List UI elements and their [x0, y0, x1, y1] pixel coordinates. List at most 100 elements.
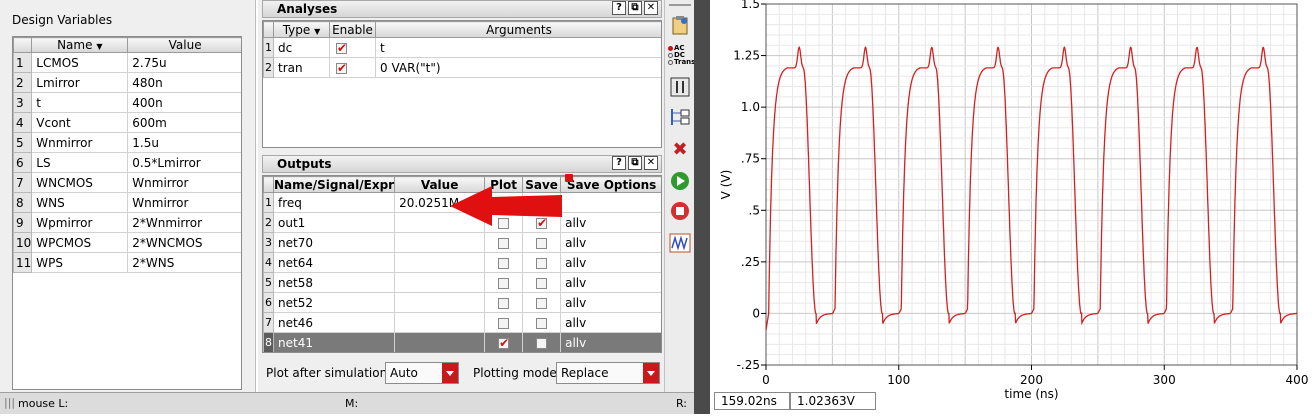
save-options[interactable]: allv [560, 232, 661, 253]
window-divider[interactable] [694, 0, 710, 414]
plot-checkbox[interactable] [498, 297, 510, 309]
save-checkbox[interactable] [536, 257, 548, 269]
enable-checkbox[interactable] [336, 61, 347, 75]
variable-name[interactable]: Vcont [31, 112, 129, 133]
table-row[interactable]: 7 net46 allv [263, 312, 661, 333]
save-options[interactable]: allv [560, 252, 661, 273]
table-row[interactable]: 5 Wnmirror 1.5u [13, 132, 241, 153]
variable-value[interactable]: Wnmirror [127, 192, 241, 213]
table-row[interactable]: 1 LCMOS 2.75u [13, 52, 241, 73]
settings-button[interactable] [668, 76, 692, 98]
waveform-chart[interactable]: 0 100 200 300 400-.250.25.5.751.01.251.5time… [710, 0, 1316, 414]
table-row[interactable]: 10 WPCMOS 2*WNCMOS [13, 232, 241, 253]
value-column-header[interactable]: Value [127, 37, 241, 53]
stop-simulation-button[interactable] [668, 200, 692, 222]
variable-value[interactable]: 2*WNS [127, 252, 241, 273]
plot-outputs-button[interactable] [668, 232, 692, 254]
close-button[interactable]: ✕ [644, 1, 658, 15]
output-name[interactable]: out1 [272, 212, 396, 233]
plot-checkbox[interactable] [498, 217, 510, 229]
variable-value[interactable]: 400n [127, 92, 241, 113]
plot-checkbox[interactable] [498, 257, 510, 269]
save-column-header[interactable]: Save [522, 176, 562, 193]
variable-value[interactable]: 600m [127, 112, 241, 133]
variable-value[interactable]: 2.75u [127, 52, 241, 73]
table-row[interactable]: 6 LS 0.5*Lmirror [13, 152, 241, 173]
output-name[interactable]: freq [272, 192, 396, 213]
output-name[interactable]: net70 [272, 232, 396, 253]
output-value[interactable] [394, 232, 486, 253]
table-row[interactable]: 2 Lmirror 480n [13, 72, 241, 93]
enable-column-header[interactable]: Enable [329, 21, 376, 38]
analysis-type-selector[interactable]: AC DC Trans [668, 44, 695, 66]
plot-checkbox[interactable] [498, 336, 509, 350]
analysis-arguments[interactable]: t [375, 37, 661, 58]
output-name[interactable]: net64 [272, 252, 396, 273]
delete-button[interactable]: ✖ [668, 138, 692, 160]
plotting-mode-select[interactable]: Replace [556, 362, 660, 384]
output-name[interactable]: net46 [272, 312, 396, 333]
save-options[interactable]: allv [560, 292, 661, 313]
table-row[interactable]: 5 net58 allv [263, 272, 661, 293]
outputs-table[interactable]: Name/Signal/Expr Value Plot Save Save Op… [262, 175, 662, 353]
save-checkbox[interactable] [536, 297, 548, 309]
variable-name[interactable]: Wnmirror [31, 132, 129, 153]
table-row[interactable]: 3 net70 allv [263, 232, 661, 253]
output-value[interactable] [394, 272, 486, 293]
float-button[interactable]: ⧉ [628, 156, 642, 170]
variable-value[interactable]: Wnmirror [127, 172, 241, 193]
save-options[interactable] [560, 192, 661, 213]
save-options[interactable]: allv [560, 332, 661, 352]
analysis-type[interactable]: tran [273, 57, 330, 78]
table-row[interactable]: 4 Vcont 600m [13, 112, 241, 133]
type-column-header[interactable]: Type ▼ [273, 21, 330, 38]
variable-name[interactable]: Lmirror [31, 72, 129, 93]
plot-checkbox[interactable] [498, 277, 510, 289]
save-checkbox[interactable] [536, 317, 548, 329]
output-value[interactable] [394, 312, 486, 333]
save-options-column-header[interactable]: Save Options [560, 176, 661, 193]
output-name[interactable]: net52 [272, 292, 396, 313]
save-checkbox[interactable] [536, 277, 548, 289]
variable-name[interactable]: WPS [31, 252, 129, 273]
table-row[interactable]: 7 WNCMOS Wnmirror [13, 172, 241, 193]
plot-checkbox[interactable] [498, 237, 510, 249]
variable-name[interactable]: LCMOS [31, 52, 129, 73]
variable-value[interactable]: 0.5*Lmirror [127, 152, 241, 173]
analysis-arguments[interactable]: 0 VAR("t") [375, 57, 661, 78]
save-checkbox[interactable] [536, 337, 548, 349]
save-checkbox[interactable] [536, 237, 548, 249]
help-button[interactable]: ? [612, 1, 626, 15]
name-signal-column-header[interactable]: Name/Signal/Expr [272, 176, 396, 193]
table-row[interactable]: 11 WPS 2*WNS [13, 252, 241, 273]
save-checkbox[interactable] [536, 216, 547, 230]
variable-name[interactable]: LS [31, 152, 129, 173]
help-button[interactable]: ? [612, 156, 626, 170]
output-value[interactable] [394, 332, 486, 352]
variable-name[interactable]: t [31, 92, 129, 113]
variable-value[interactable]: 2*WNCMOS [127, 232, 241, 253]
arguments-column-header[interactable]: Arguments [375, 21, 661, 38]
table-row[interactable]: 1dc t [263, 37, 661, 58]
variable-value[interactable]: 2*Wnmirror [127, 212, 241, 233]
close-button[interactable]: ✕ [644, 156, 658, 170]
netlist-button[interactable] [668, 106, 692, 128]
variable-name[interactable]: Wpmirror [31, 212, 129, 233]
plot-checkbox[interactable] [498, 317, 510, 329]
plot-column-header[interactable]: Plot [484, 176, 524, 193]
waveform-plot[interactable]: 0 100 200 300 400 -.25 0.25.5.75 1.0 1.25 1.5 time… [710, 0, 1316, 414]
edit-variables-button[interactable] [668, 14, 692, 36]
variable-name[interactable]: WNS [31, 192, 129, 213]
variable-name[interactable]: WNCMOS [31, 172, 129, 193]
design-variables-table[interactable]: Name ▼ Value 1 LCMOS 2.75u 2 Lmirror 480n 3 t 40… [12, 36, 242, 390]
table-row[interactable]: 4 net64 allv [263, 252, 661, 273]
name-column-header[interactable]: Name ▼ [31, 37, 129, 53]
float-button[interactable]: ⧉ [628, 1, 642, 15]
save-options[interactable]: allv [560, 212, 661, 233]
output-name[interactable]: net41 [272, 332, 396, 352]
table-row[interactable]: 3 t 400n [13, 92, 241, 113]
